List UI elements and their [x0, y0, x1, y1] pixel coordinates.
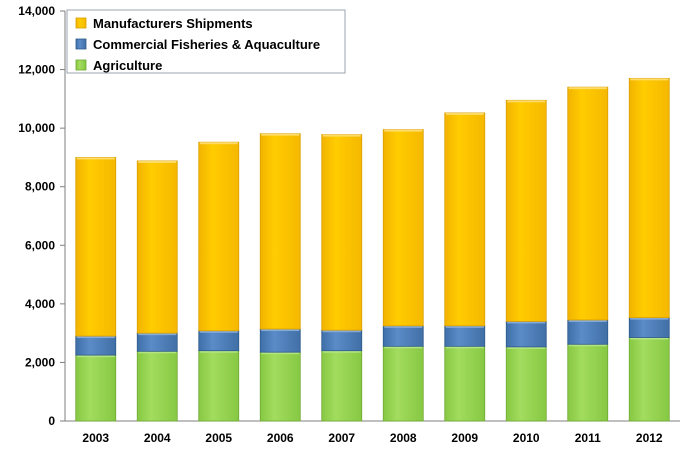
bar-segment-agriculture-2009: [444, 345, 486, 422]
bar-segment-commercial-fisheries-aquaculture-2006: [259, 328, 301, 353]
x-tick-label-2006: 2006: [267, 431, 294, 445]
bar-segment-cap: [384, 129, 423, 132]
bar-segment-cap: [445, 325, 484, 328]
bar-segment-cap: [630, 317, 669, 320]
bar-segment-cap: [322, 134, 361, 137]
bar-segment-cap: [138, 351, 177, 354]
bar-segment-agriculture-2005: [198, 350, 240, 422]
bar-segment-cap: [568, 87, 607, 90]
bar-segment-agriculture-2008: [382, 345, 424, 422]
bar-segment-cap: [445, 112, 484, 115]
bar-segment-cap: [445, 346, 484, 349]
bar-segment-cap: [507, 346, 546, 349]
y-tick-label: 0: [48, 414, 55, 428]
bar-segment-cap: [322, 330, 361, 333]
bar-segment-cap: [76, 157, 115, 160]
bar-segment-cap: [568, 319, 607, 322]
legend-label-agriculture: Agriculture: [93, 58, 162, 73]
legend-label-manufacturers-shipments: Manufacturers Shipments: [93, 16, 253, 31]
bar-segment-agriculture-2012: [628, 337, 670, 422]
bar-segment-cap: [138, 160, 177, 163]
bar-segment-cap: [261, 352, 300, 355]
bar-segment-commercial-fisheries-aquaculture-2010: [505, 321, 547, 348]
y-tick-label: 6,000: [25, 238, 55, 252]
bar-segment-commercial-fisheries-aquaculture-2008: [382, 325, 424, 347]
y-tick-label: 10,000: [18, 121, 55, 135]
y-tick-label: 8,000: [25, 180, 55, 194]
bar-segment-cap: [322, 350, 361, 353]
bar-segment-agriculture-2004: [136, 350, 178, 422]
x-tick-label-2004: 2004: [144, 431, 171, 445]
bar-segment-manufacturers-shipments-2007: [321, 134, 363, 331]
x-tick-label-2005: 2005: [205, 431, 232, 445]
x-tick-label-2007: 2007: [328, 431, 355, 445]
bar-segment-cap: [384, 346, 423, 349]
bar-segment-cap: [76, 355, 115, 358]
bar-segment-agriculture-2006: [259, 351, 301, 422]
bar-segment-cap: [568, 344, 607, 347]
bar-segment-manufacturers-shipments-2006: [259, 133, 301, 330]
bar-segment-agriculture-2011: [567, 343, 609, 422]
y-tick-label: 14,000: [18, 4, 55, 18]
bar-segment-commercial-fisheries-aquaculture-2009: [444, 325, 486, 347]
bar-segment-agriculture-2007: [321, 350, 363, 422]
bar-segment-cap: [261, 329, 300, 332]
bar-segment-cap: [138, 333, 177, 336]
bar-segment-commercial-fisheries-aquaculture-2012: [628, 317, 670, 338]
legend-box: [66, 9, 346, 74]
bar-segment-manufacturers-shipments-2009: [444, 112, 486, 327]
legend-swatch-agriculture: [75, 59, 87, 71]
bar-segment-manufacturers-shipments-2003: [75, 157, 117, 337]
bar-segment-manufacturers-shipments-2004: [136, 160, 178, 334]
bar-segment-commercial-fisheries-aquaculture-2003: [75, 335, 117, 356]
bar-segment-manufacturers-shipments-2008: [382, 129, 424, 327]
x-tick-label-2003: 2003: [82, 431, 109, 445]
legend-swatch-manufacturers-shipments: [75, 17, 87, 29]
bar-segment-manufacturers-shipments-2011: [567, 86, 609, 321]
bar-segment-agriculture-2003: [75, 354, 117, 422]
bar-segment-manufacturers-shipments-2012: [628, 77, 670, 319]
bar-segment-cap: [199, 330, 238, 333]
bar-segment-manufacturers-shipments-2005: [198, 141, 240, 332]
x-tick-label-2009: 2009: [451, 431, 478, 445]
bar-segment-manufacturers-shipments-2010: [505, 99, 547, 322]
y-tick-label: 4,000: [25, 297, 55, 311]
legend-label-commercial-fisheries-aquaculture: Commercial Fisheries & Aquaculture: [93, 37, 320, 52]
bar-segment-cap: [630, 337, 669, 340]
bar-segment-commercial-fisheries-aquaculture-2011: [567, 319, 609, 345]
bar-segment-cap: [507, 321, 546, 324]
bar-segment-cap: [199, 142, 238, 145]
bar-segment-cap: [261, 133, 300, 136]
bar-segment-cap: [507, 100, 546, 103]
bar-segment-commercial-fisheries-aquaculture-2007: [321, 329, 363, 352]
x-tick-label-2010: 2010: [513, 431, 540, 445]
bar-segment-commercial-fisheries-aquaculture-2004: [136, 332, 178, 352]
bar-segment-cap: [384, 325, 423, 328]
x-tick-label-2011: 2011: [575, 431, 601, 445]
y-tick-label: 2,000: [25, 355, 55, 369]
bar-segment-cap: [76, 336, 115, 339]
bar-segment-agriculture-2010: [505, 346, 547, 422]
bar-segment-commercial-fisheries-aquaculture-2005: [198, 330, 240, 352]
y-tick-label: 12,000: [18, 63, 55, 77]
bar-segment-cap: [630, 78, 669, 81]
x-tick-label-2008: 2008: [390, 431, 417, 445]
x-tick-label-2012: 2012: [636, 431, 663, 445]
bar-segment-cap: [199, 350, 238, 353]
legend-swatch-commercial-fisheries-aquaculture: [75, 38, 87, 50]
